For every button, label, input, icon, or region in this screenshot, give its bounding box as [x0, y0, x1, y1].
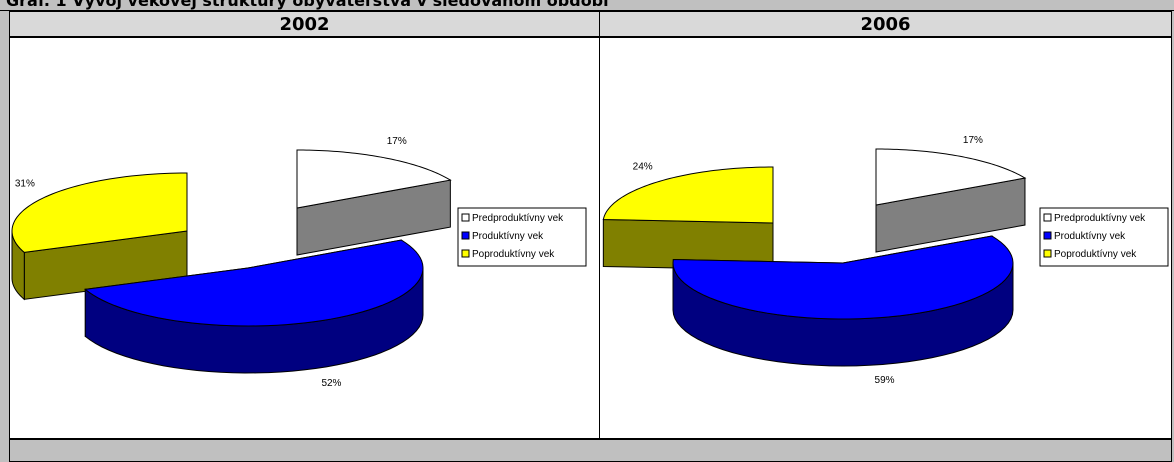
data-label-predproduktivny: 17%: [963, 135, 983, 146]
legend-label-poproduktivny: Poproduktívny vek: [472, 249, 555, 260]
page-title: Graf. 1 Vývoj vekovej štruktúry obyvateľ…: [0, 0, 1174, 11]
legend-swatch-poproduktivny: [461, 249, 470, 258]
legend-swatch-poproduktivny: [1043, 249, 1052, 258]
slice-produktivny-2006: [672, 235, 1014, 367]
legend-label-predproduktivny: Predproduktívny vek: [472, 213, 564, 224]
slice-poproduktivny-2006: [602, 166, 774, 271]
legend-label-produktivny: Produktívny vek: [472, 231, 544, 242]
pie-chart-2006: 17% 59% 24% Predproduktívny vek Produktívny …: [602, 135, 1169, 386]
legend-box: [1039, 207, 1169, 267]
legend: Predproduktívny vek Produktívny vek Poprod…: [1039, 207, 1169, 267]
slice-top: [296, 149, 452, 209]
legend-label-predproduktivny: Predproduktívny vek: [1054, 213, 1146, 224]
legend-label-produktivny: Produktívny vek: [1054, 231, 1126, 242]
slice-poproduktivny-2002: [11, 172, 188, 301]
legend-label-poproduktivny: Poproduktívny vek: [1054, 249, 1137, 260]
legend-swatch-predproduktivny: [1043, 213, 1052, 222]
pie-chart-2002: 17% 52% 31% Predproduktívny vek Produktívny …: [11, 136, 587, 389]
data-label-predproduktivny: 17%: [387, 136, 407, 147]
slice-predproduktivny-2002: [296, 149, 452, 256]
slice-top: [84, 239, 424, 327]
chart-title-2006: 2006: [599, 11, 1172, 37]
sheet-left-margin: [0, 0, 9, 462]
slice-produktivny-2002: [84, 239, 424, 374]
data-label-poproduktivny: 31%: [15, 178, 35, 189]
legend-box: [457, 207, 587, 267]
legend-swatch-produktivny: [461, 231, 470, 240]
legend: Predproduktívny vek Produktívny vek Poprod…: [457, 207, 587, 267]
slice-top: [672, 235, 1014, 320]
legend-swatch-predproduktivny: [461, 213, 470, 222]
legend-swatch-produktivny: [1043, 231, 1052, 240]
slice-top: [11, 172, 188, 253]
chart-panel-2002: 17% 52% 31% Predproduktívny vek Produktívny …: [9, 37, 600, 439]
chart-title-2002: 2002: [9, 11, 600, 37]
footer-bar: [9, 439, 1172, 462]
data-label-poproduktivny: 24%: [633, 161, 653, 172]
data-label-produktivny: 59%: [875, 375, 895, 386]
slice-top: [875, 148, 1027, 206]
slice-top: [602, 166, 774, 224]
data-label-produktivny: 52%: [321, 378, 341, 389]
slice-predproduktivny-2006: [875, 148, 1027, 253]
chart-panel-2006: 17% 59% 24% Predproduktívny vek Produktívny …: [599, 37, 1172, 439]
